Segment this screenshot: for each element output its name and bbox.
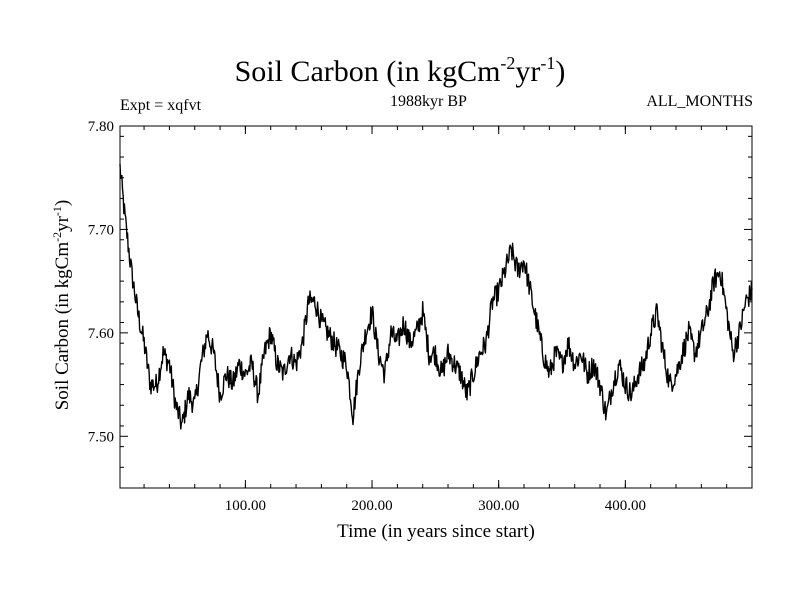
x-axis-label: Time (in years since start) [337,521,535,542]
y-axis-label: Soil Carbon (in kgCm-2yr-1) [50,200,73,411]
period-label: 1988kyr BP [390,93,467,110]
y-tick-label: 7.60 [88,326,114,342]
series-group [119,163,753,430]
experiment-label: Expt = xqfvt [120,97,202,114]
x-tick-label: 400.00 [605,498,646,514]
y-tick-label: 7.70 [88,222,114,238]
series-line [119,163,753,430]
plot-frame [119,125,753,489]
chart-title: Soil Carbon (in kgCm-2yr-1) [234,53,566,88]
season-label: ALL_MONTHS [646,93,753,110]
x-tick-label: 100.00 [225,498,266,514]
x-tick-label: 200.00 [351,498,392,514]
y-tick-label: 7.80 [88,119,114,135]
y-tick-label: 7.50 [88,429,114,445]
axes-group: 100.00 200.00 300.00 400.00 7.50 7.60 7.70 7.80 [88,119,753,514]
x-tick-label: 300.00 [478,498,519,514]
